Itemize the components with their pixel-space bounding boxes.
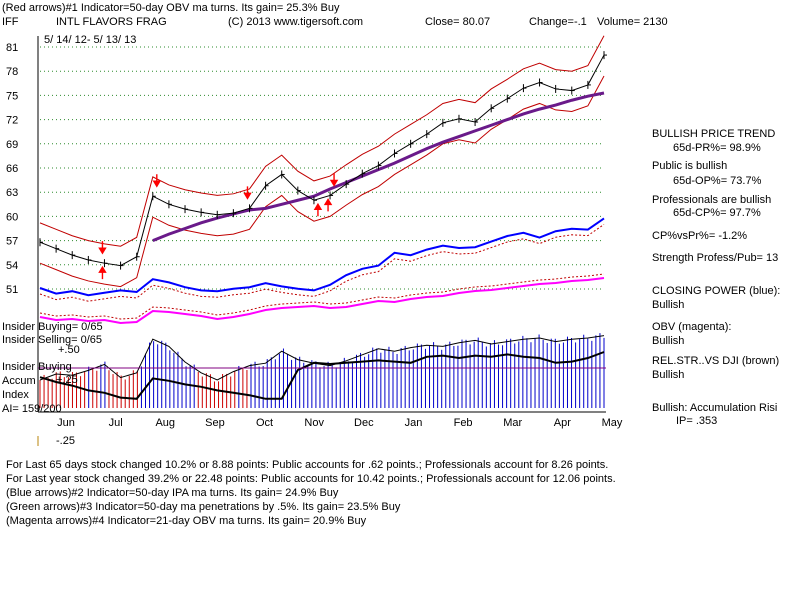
company-name: INTL FLAVORS FRAG — [56, 16, 167, 28]
price-ma50-line — [152, 91, 605, 242]
y-tick-78: 78 — [6, 66, 18, 78]
footer-line-5: (Magenta arrows)#4 Indicator=21-day OBV … — [6, 515, 367, 527]
signal-arrow-3 — [329, 173, 339, 187]
y-tick-72: 72 — [6, 115, 18, 127]
pr-value: 65d-PR%= 98.9% — [673, 142, 761, 154]
y-tick-labels: 81 78 75 72 69 66 63 60 57 54 51 — [6, 42, 18, 296]
obv-line — [39, 277, 605, 325]
pros-title: Professionals are bullish — [652, 194, 771, 206]
strength-value: Strength Profess/Pub= 13 — [652, 252, 778, 264]
accumulation-ma-line — [39, 335, 605, 381]
date-range: 5/ 14/ 12- 5/ 13/ 13 — [44, 34, 136, 46]
cp-vs-pr: CP%vsPr%= -1.2% — [652, 230, 747, 242]
change-value: Change=-.1 — [529, 16, 587, 28]
acc-level-plus50: +.50 — [58, 344, 80, 356]
y-tick-75: 75 — [6, 90, 18, 102]
x-label-jun: Jun — [57, 417, 75, 429]
obv-ma-line — [39, 273, 605, 320]
copyright: (C) 2013 www.tigersoft.com — [228, 16, 363, 28]
insider-selling: Insider Selling= 0/65 — [2, 334, 102, 346]
insider-buying: Insider Buying= 0/65 — [2, 321, 103, 333]
relstr-value: Bullish — [652, 369, 684, 381]
index-label: Index — [2, 389, 29, 401]
y-tick-57: 57 — [6, 236, 18, 248]
x-label-apr: Apr — [554, 417, 571, 429]
symbol-label: IFF — [2, 16, 19, 28]
footer-line-2: For Last year stock changed 39.2% or 22.… — [6, 473, 616, 485]
footer-line-4: (Green arrows)#3 Indicator=50-day ma pen… — [6, 501, 401, 513]
price-line — [39, 54, 605, 267]
acc-level-plus25: +.25 — [56, 374, 78, 386]
rel-strength-line — [39, 351, 605, 400]
closing-power-value: Bullish — [652, 299, 684, 311]
y-tick-60: 60 — [6, 211, 18, 223]
x-label-aug: Aug — [155, 417, 175, 429]
obv-value: Bullish — [652, 335, 684, 347]
footer-line-1: For Last 65 days stock changed 10.2% or … — [6, 459, 608, 471]
signal-arrow-2 — [243, 186, 252, 200]
x-label-may: May — [602, 417, 623, 429]
signal-arrow-4 — [98, 265, 107, 280]
accum-risk: Bullish: Accumulation Risi — [652, 402, 777, 414]
ip-value: IP= .353 — [676, 415, 717, 427]
signal-arrow-0 — [98, 241, 107, 255]
accum-title: Insider Buying — [2, 361, 72, 373]
x-label-dec: Dec — [354, 417, 374, 429]
x-label-nov: Nov — [304, 417, 324, 429]
closing-power-title: CLOSING POWER (blue): — [652, 285, 780, 297]
x-label-mar: Mar — [503, 417, 522, 429]
obv-title: OBV (magenta): — [652, 321, 731, 333]
op-value: 65d-OP%= 73.7% — [673, 175, 762, 187]
relstr-title: REL.STR..VS DJI (brown) — [652, 355, 779, 367]
close-value: Close= 80.07 — [425, 16, 490, 28]
acc-level-minus25: -.25 — [56, 435, 75, 447]
x-label-jan: Jan — [405, 417, 423, 429]
volume-value: Volume= 2130 — [597, 16, 668, 28]
ai-value: AI= 159/200 — [2, 403, 62, 415]
accumulation-bars — [39, 333, 605, 408]
public-title: Public is bullish — [652, 160, 727, 172]
signal-arrow-5 — [313, 202, 323, 217]
cp-value: 65d-CP%= 97.7% — [673, 207, 761, 219]
signal-arrows — [98, 173, 339, 280]
signal-arrow-1 — [152, 174, 162, 188]
lower-band — [39, 75, 605, 288]
footer-line-3: (Blue arrows)#2 Indicator=50-day IPA ma … — [6, 487, 339, 499]
price-gridlines — [40, 46, 604, 290]
closing-power-line — [39, 217, 605, 297]
x-label-sep: Sep — [205, 417, 225, 429]
y-tick-51: 51 — [6, 284, 18, 296]
red-arrows-indicator: (Red arrows)#1 Indicator=50-day OBV ma t… — [2, 2, 340, 14]
x-label-jul: Jul — [109, 417, 123, 429]
x-label-oct: Oct — [256, 417, 273, 429]
y-tick-69: 69 — [6, 139, 18, 151]
y-tick-54: 54 — [6, 260, 18, 272]
closing-power-ma-line — [39, 223, 605, 302]
upper-band — [39, 35, 605, 247]
signal-arrow-6 — [323, 198, 333, 212]
accum-label: Accum — [2, 375, 36, 387]
trend-title: BULLISH PRICE TREND — [652, 128, 775, 140]
x-label-feb: Feb — [454, 417, 473, 429]
x-tick-labels: Jun Jul Aug Sep Oct Nov Dec Jan Feb Mar Apr May — [57, 417, 623, 429]
y-tick-63: 63 — [6, 187, 18, 199]
y-tick-66: 66 — [6, 163, 18, 175]
y-tick-81: 81 — [6, 42, 18, 54]
bollinger-bands — [39, 35, 605, 288]
indicator-series — [39, 51, 607, 400]
